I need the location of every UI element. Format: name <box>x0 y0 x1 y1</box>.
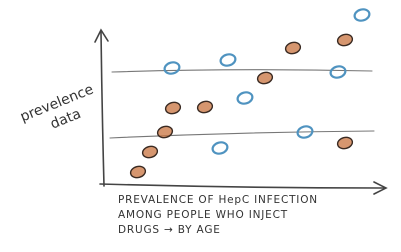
reference-line <box>112 70 372 72</box>
x-axis <box>100 184 384 188</box>
point <box>236 91 253 106</box>
point <box>211 141 228 156</box>
point <box>196 100 213 115</box>
y-axis-label: prevelence data <box>18 80 107 142</box>
chart: prevelence data PREVALENCE OF HepC INFEC… <box>0 0 401 252</box>
point <box>164 101 181 116</box>
x-label-line: DRUGS → BY AGE <box>118 224 221 236</box>
point <box>256 71 273 86</box>
point <box>336 33 353 48</box>
point <box>284 41 301 56</box>
point <box>336 136 353 151</box>
point <box>156 125 173 140</box>
point <box>353 8 370 23</box>
reference-line <box>110 131 374 138</box>
point <box>329 65 346 80</box>
point <box>219 53 236 68</box>
point <box>129 165 146 180</box>
x-label-line: AMONG PEOPLE WHO INJECT <box>118 209 288 221</box>
x-label-line: PREVALENCE OF HepC INFECTION <box>118 194 318 206</box>
point <box>163 61 180 76</box>
y-axis <box>101 32 104 186</box>
point <box>141 145 158 160</box>
